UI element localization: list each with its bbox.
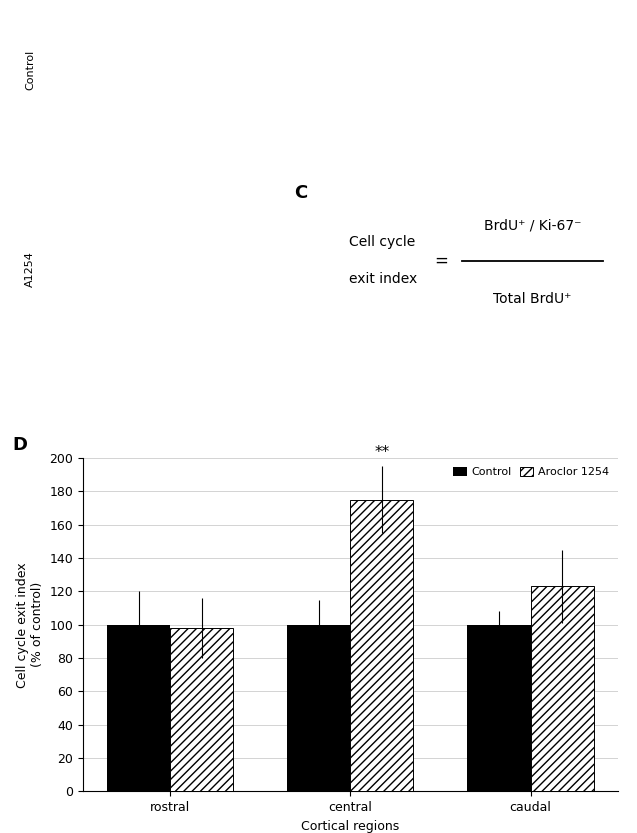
Text: BrdU⁺ / Ki-67⁻: BrdU⁺ / Ki-67⁻ bbox=[483, 218, 582, 232]
Text: Total BrdU⁺: Total BrdU⁺ bbox=[493, 292, 572, 307]
Bar bbox=[287, 625, 350, 791]
Legend: Control, Aroclor 1254: Control, Aroclor 1254 bbox=[450, 464, 612, 481]
Text: D: D bbox=[13, 436, 28, 454]
Y-axis label: Cell cycle exit index
(% of control): Cell cycle exit index (% of control) bbox=[16, 562, 44, 687]
Bar bbox=[350, 500, 413, 791]
Bar bbox=[468, 625, 531, 791]
Text: C: C bbox=[294, 184, 307, 202]
Text: Control: Control bbox=[25, 49, 35, 90]
Text: =: = bbox=[434, 252, 448, 270]
Bar bbox=[170, 628, 233, 791]
Text: 5μm: 5μm bbox=[375, 130, 395, 139]
Bar bbox=[107, 625, 170, 791]
Text: exit index: exit index bbox=[349, 272, 417, 287]
Text: 20 μm: 20 μm bbox=[51, 320, 80, 329]
Text: A1254: A1254 bbox=[25, 252, 35, 287]
X-axis label: Cortical regions: Cortical regions bbox=[301, 820, 399, 833]
Text: Cell cycle: Cell cycle bbox=[349, 236, 415, 250]
Text: **: ** bbox=[375, 445, 389, 460]
Bar bbox=[531, 586, 594, 791]
